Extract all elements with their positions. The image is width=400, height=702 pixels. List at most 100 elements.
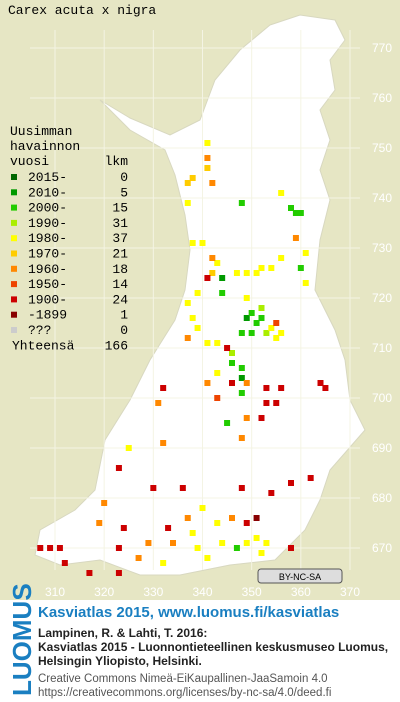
legend-swatch [11,174,17,180]
observation-square [243,295,250,301]
observation-square [224,420,231,426]
observation-square [248,310,255,316]
legend-count: 5 [120,185,128,200]
legend-swatch [11,265,17,272]
observation-square [297,210,304,216]
observation-square [268,490,275,496]
observation-square [204,275,211,281]
observation-square [189,240,196,246]
observation-square [238,435,245,441]
observation-square [194,545,201,551]
x-tick-label: 370 [340,585,360,599]
legend-swatch [11,189,17,196]
observation-square [292,210,299,216]
observation-square [160,440,167,446]
x-tick-label: 320 [94,585,114,599]
legend-swatch [11,204,17,211]
legend-label: ??? [28,323,51,338]
observation-square [209,180,216,186]
observation-square [297,265,304,271]
observation-square [278,385,285,391]
observation-square [233,270,240,276]
logo: LUOMUS [7,583,37,696]
y-tick-label: 700 [372,391,392,405]
legend-label: 1980- [28,231,67,246]
observation-square [189,530,196,536]
observation-square [145,540,152,546]
observation-square [214,260,221,266]
map-title: Carex acuta x nigra [8,3,156,18]
y-tick-label: 670 [372,541,392,555]
observation-square [288,480,294,486]
total-count: 166 [105,338,128,353]
observation-square [268,265,275,271]
citation: Helsingin Yliopisto, Helsinki. [38,654,202,668]
observation-square [219,290,226,296]
observation-square [204,155,211,161]
observation-square [209,255,216,261]
observation-square [150,485,157,491]
observation-square [214,395,221,401]
y-tick-label: 690 [372,441,392,455]
y-tick-label: 710 [372,341,392,355]
citation: Lampinen, R. & Lahti, T. 2016: [38,626,207,640]
y-tick-label: 730 [372,241,392,255]
legend-swatch [11,250,17,257]
citation: Kasviatlas 2015 - Luonnontieteellinen ke… [38,640,388,654]
observation-square [219,275,226,281]
observation-square [229,350,235,356]
legend-swatch [11,327,17,333]
observation-square [179,485,186,491]
legend-swatch [11,311,17,318]
legend-count: 15 [112,201,128,216]
atlas-link[interactable]: Kasviatlas 2015, www.luomus.fi/kasviatla… [38,604,339,621]
legend-heading: Uusimman [10,124,72,139]
observation-square [160,560,167,566]
license-badge [257,568,343,584]
observation-square [101,500,108,506]
observation-square [278,255,285,261]
observation-square [120,525,127,531]
observation-square [115,570,122,576]
legend-swatch [11,281,17,288]
observation-square [258,305,265,311]
x-tick-label: 340 [192,585,212,599]
observation-square [238,390,245,396]
legend-heading: vuosi [10,154,49,169]
observation-square [263,540,270,546]
observation-square [273,400,280,406]
observation-square [214,520,221,526]
legend-count: 31 [112,216,128,231]
legend-label: 1960- [28,262,67,277]
observation-square [258,265,265,271]
observation-square [263,400,270,406]
observation-square [209,270,216,276]
legend-count: 14 [112,277,128,292]
observation-square [194,290,201,296]
observation-square [263,330,270,336]
legend-label: -1899 [28,308,67,323]
license-url[interactable]: https://creativecommons.org/licenses/by-… [38,687,331,699]
legend-label: 2000- [28,201,67,216]
observation-square [288,205,294,211]
y-tick-label: 760 [372,91,392,105]
observation-square [224,345,231,351]
observation-square [278,190,285,196]
observation-square [302,250,309,256]
observation-square [204,165,211,171]
observation-square [229,515,235,521]
observation-square [238,375,245,381]
observation-square [199,505,206,511]
observation-square [258,550,265,556]
observation-square [160,385,167,391]
observation-square [322,385,329,391]
observation-square [243,380,250,386]
observation-square [243,540,250,546]
observation-square [125,445,132,451]
y-tick-label: 750 [372,141,392,155]
y-tick-label: 720 [372,291,392,305]
observation-square [307,475,314,481]
observation-square [184,335,191,341]
y-tick-label: 680 [372,491,392,505]
observation-square [243,415,250,421]
